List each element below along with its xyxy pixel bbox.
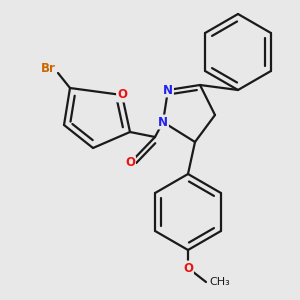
Text: O: O	[117, 88, 127, 101]
Text: N: N	[163, 83, 173, 97]
Text: N: N	[158, 116, 168, 128]
Text: CH₃: CH₃	[209, 277, 230, 287]
Text: O: O	[125, 157, 135, 169]
Text: O: O	[183, 262, 193, 275]
Text: Br: Br	[40, 61, 56, 74]
